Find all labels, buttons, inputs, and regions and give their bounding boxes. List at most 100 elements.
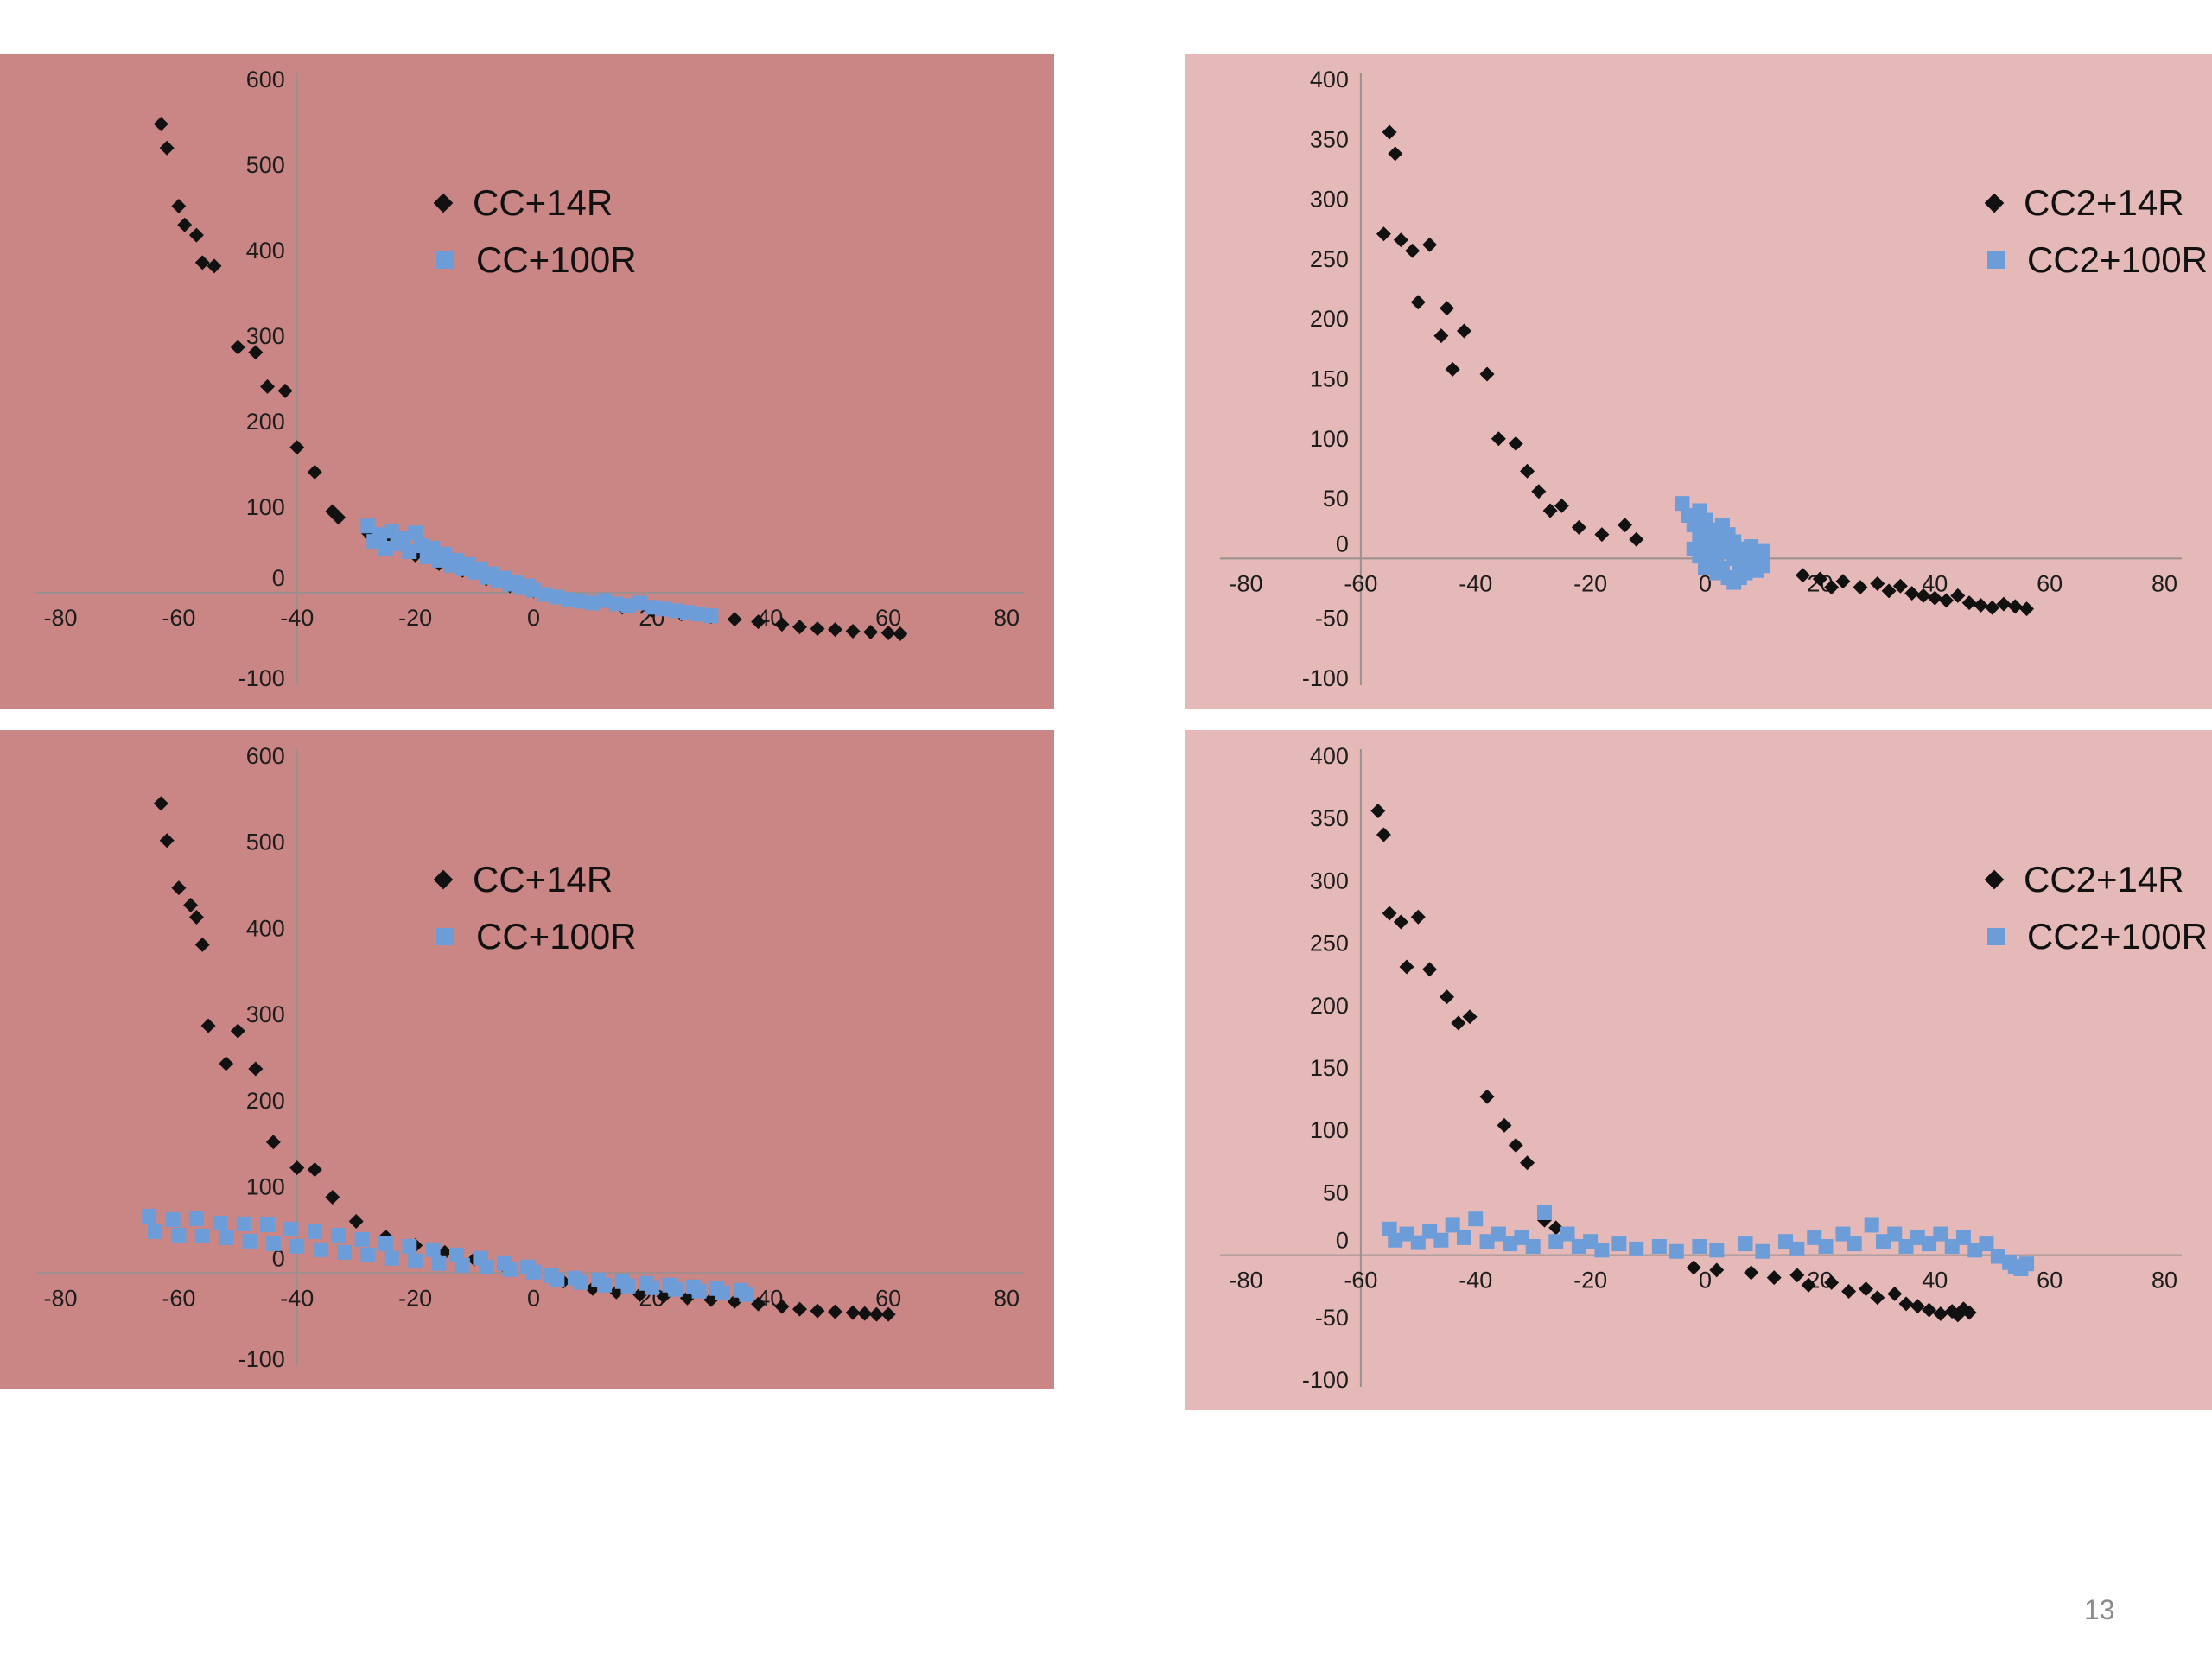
svg-text:-40: -40 (280, 605, 314, 631)
square-marker-icon (1987, 928, 2005, 946)
square-marker-icon (436, 251, 454, 270)
svg-text:80: 80 (2152, 1268, 2177, 1294)
legend-item: CC2+100R (1987, 239, 2208, 281)
svg-text:50: 50 (1323, 1179, 1349, 1205)
svg-text:600: 600 (246, 743, 285, 769)
legend-item: CC2+14R (1984, 182, 2208, 223)
svg-text:80: 80 (994, 605, 1020, 631)
svg-text:-80: -80 (1229, 570, 1262, 596)
svg-text:400: 400 (1310, 743, 1349, 769)
legend-label: CC2+14R (2024, 182, 2184, 223)
legend-item: CC+100R (436, 916, 637, 957)
chart-panel-bottom-left: -100 0 100 200 300 400 500 600 -80 -60 -40 -20 0 20 40… (0, 730, 1054, 1389)
chart-legend: CC2+14R CC2+100R (1984, 182, 2208, 281)
square-marker-icon (1987, 251, 2005, 270)
svg-text:500: 500 (246, 830, 285, 855)
diamond-marker-icon (1984, 869, 2005, 890)
scatter-chart-cc2-normalized: -100 -50 0 50 100 150 200 250 300 350 400 -80 -60 -40… (1220, 67, 2182, 691)
svg-text:150: 150 (1310, 366, 1349, 392)
svg-text:0: 0 (1336, 1228, 1349, 1254)
svg-text:-80: -80 (43, 605, 77, 631)
legend-label: CC+14R (473, 182, 613, 223)
svg-text:100: 100 (246, 1174, 285, 1200)
legend-item: CC2+100R (1987, 916, 2208, 957)
svg-text:80: 80 (994, 1285, 1020, 1311)
scatter-chart-cc-normalized: -1000100200300400500600-80-60-40-2002040… (35, 67, 1024, 691)
svg-text:60: 60 (2037, 570, 2063, 596)
svg-text:-100: -100 (1302, 1367, 1349, 1393)
svg-text:-80: -80 (43, 1285, 77, 1311)
svg-text:-100: -100 (238, 665, 285, 691)
legend-label: CC2+14R (2024, 859, 2184, 899)
svg-text:-60: -60 (1344, 570, 1377, 596)
svg-text:350: 350 (1310, 126, 1349, 152)
svg-text:200: 200 (1310, 993, 1349, 1019)
svg-text:-100: -100 (238, 1346, 285, 1372)
square-marker-icon (436, 928, 454, 946)
svg-text:-40: -40 (280, 1285, 314, 1311)
diamond-marker-icon (1984, 193, 2005, 213)
page-number: 13 (2084, 1594, 2115, 1625)
svg-text:300: 300 (246, 323, 285, 349)
svg-text:0: 0 (1336, 531, 1349, 556)
svg-text:350: 350 (1310, 805, 1349, 831)
svg-text:40: 40 (1922, 1268, 1948, 1294)
svg-text:250: 250 (1310, 246, 1349, 272)
diamond-marker-icon (433, 869, 454, 890)
legend-item: CC+14R (433, 182, 637, 223)
svg-text:-60: -60 (162, 1285, 195, 1311)
svg-text:80: 80 (2152, 570, 2177, 596)
svg-text:50: 50 (1323, 486, 1349, 512)
svg-text:150: 150 (1310, 1055, 1349, 1081)
svg-text:300: 300 (1310, 187, 1349, 213)
svg-text:-20: -20 (398, 1285, 432, 1311)
svg-text:-100: -100 (1302, 665, 1349, 691)
svg-text:0: 0 (272, 565, 285, 591)
chart-legend: CC+14R CC+100R (433, 859, 637, 957)
chart-panel-top-right: -100 -50 0 50 100 150 200 250 300 350 400 -80 -60 -40… (1185, 54, 2212, 709)
svg-text:300: 300 (246, 1001, 285, 1027)
svg-text:250: 250 (1310, 931, 1349, 957)
chart-legend: CC2+14R CC2+100R (1984, 859, 2208, 957)
legend-label: CC2+100R (2027, 916, 2208, 957)
svg-text:100: 100 (1310, 1117, 1349, 1143)
svg-text:0: 0 (527, 605, 540, 631)
svg-text:-80: -80 (1229, 1268, 1262, 1294)
svg-text:400: 400 (246, 238, 285, 264)
svg-text:-50: -50 (1315, 606, 1349, 632)
legend-label: CC2+100R (2027, 239, 2208, 281)
svg-text:-50: -50 (1315, 1305, 1349, 1331)
svg-text:0: 0 (1699, 570, 1712, 596)
svg-text:100: 100 (1310, 426, 1349, 452)
svg-text:0: 0 (527, 1285, 540, 1311)
legend-label: CC+14R (473, 859, 613, 899)
svg-text:400: 400 (1310, 67, 1349, 92)
svg-text:-40: -40 (1459, 570, 1492, 596)
svg-text:-60: -60 (162, 605, 195, 631)
svg-text:200: 200 (246, 409, 285, 435)
legend-label: CC+100R (476, 239, 637, 281)
svg-text:60: 60 (875, 1285, 901, 1311)
svg-text:-60: -60 (1344, 1268, 1377, 1294)
svg-text:200: 200 (246, 1088, 285, 1114)
legend-item: CC+14R (433, 859, 637, 899)
legend-item: CC2+14R (1984, 859, 2208, 899)
chart-panel-bottom-right: -100 -50 0 50 100 150 200 250 300 350 400 -80 -60 -40… (1185, 730, 2212, 1410)
legend-label: CC+100R (476, 916, 637, 957)
diamond-marker-icon (433, 193, 454, 213)
svg-text:600: 600 (246, 67, 285, 92)
svg-text:-20: -20 (398, 605, 432, 631)
legend-item: CC+100R (436, 239, 637, 281)
svg-text:0: 0 (272, 1245, 285, 1271)
chart-legend: CC+14R CC+100R (433, 182, 637, 281)
svg-text:400: 400 (246, 915, 285, 941)
svg-text:0: 0 (1699, 1268, 1712, 1294)
svg-text:300: 300 (1310, 868, 1349, 893)
svg-text:100: 100 (246, 494, 285, 520)
svg-text:500: 500 (246, 152, 285, 178)
svg-text:-40: -40 (1459, 1268, 1492, 1294)
svg-text:60: 60 (2037, 1268, 2063, 1294)
svg-text:-20: -20 (1573, 570, 1607, 596)
